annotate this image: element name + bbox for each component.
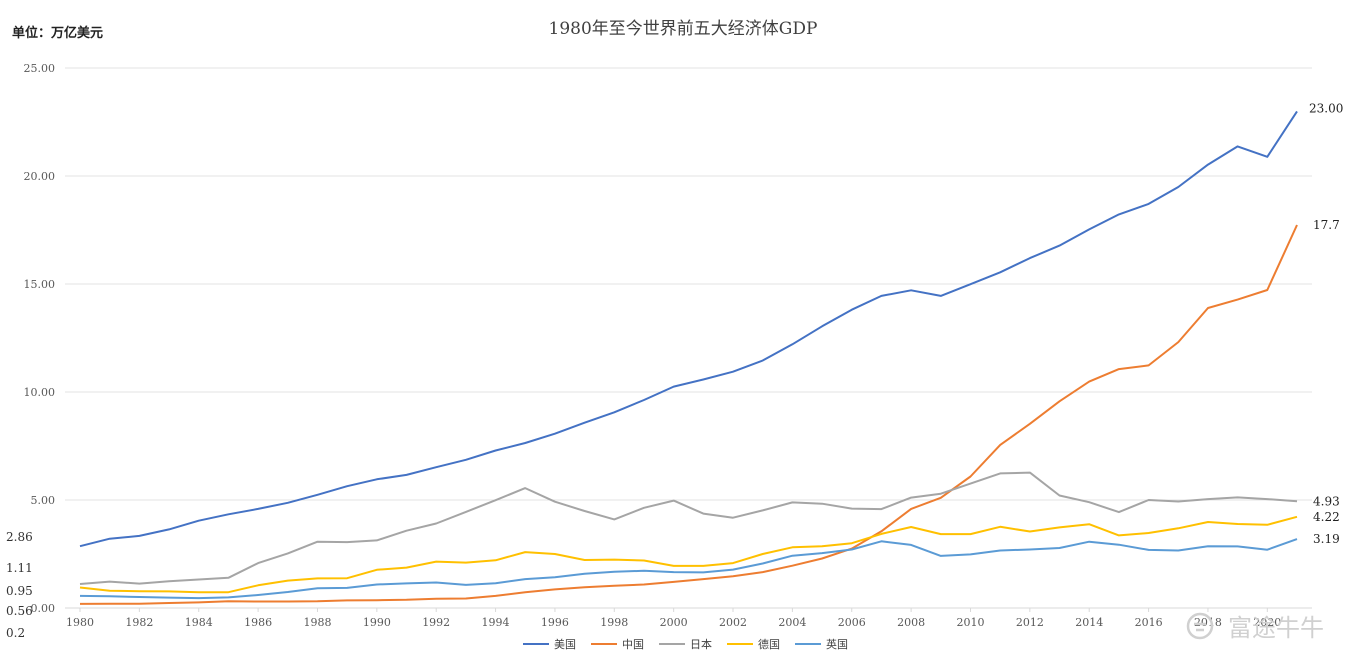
x-tick-label: 2012: [1016, 616, 1044, 629]
x-tick-label: 2016: [1135, 616, 1163, 629]
legend-item: 中国: [591, 638, 644, 651]
left-data-label: 0.95: [6, 584, 33, 598]
x-tick-label: 2020: [1253, 616, 1281, 629]
end-label: 4.22: [1313, 510, 1340, 524]
x-tick-label: 1990: [363, 616, 391, 629]
y-tick-label: 10.00: [24, 386, 56, 399]
x-tick-label: 2010: [956, 616, 984, 629]
series-line-2: [79, 224, 1298, 605]
chart-title: 1980年至今世界前五大经济体GDP: [549, 19, 818, 39]
series-line-3: [79, 471, 1298, 585]
x-tick-label: 2002: [719, 616, 747, 629]
unit-label: 单位：万亿美元: [12, 25, 103, 41]
left-data-label: 2.86: [6, 530, 33, 544]
watermark: 富途牛牛: [1186, 612, 1324, 642]
y-tick-label: 20.00: [24, 170, 56, 183]
x-tick-label: 2008: [897, 616, 925, 629]
legend-label: 德国: [758, 637, 780, 651]
y-tick-label: 0.00: [31, 602, 56, 615]
x-tick-label: 1988: [303, 616, 331, 629]
y-axis-ticks: 0.00 5.00 10.00 15.00 20.00 25.00: [24, 62, 56, 615]
left-data-label: 0.56: [6, 604, 33, 618]
x-tick-label: 2000: [660, 616, 688, 629]
series-line-1: [79, 110, 1298, 548]
legend: 美国 中国 日本 德国 英国: [523, 637, 848, 651]
legend-item: 英国: [795, 637, 848, 651]
watermark-text: 富途牛牛: [1228, 614, 1324, 642]
series-line-5: [79, 538, 1298, 600]
watermark-logo-icon: [1186, 612, 1214, 640]
legend-item: 美国: [523, 638, 576, 651]
x-tick-label: 1984: [185, 616, 213, 629]
legend-label: 英国: [826, 637, 848, 651]
end-label: 17.7: [1313, 218, 1340, 232]
x-tick-label: 2018: [1194, 616, 1222, 629]
x-tick-label: 2014: [1075, 616, 1103, 629]
y-tick-label: 25.00: [24, 62, 56, 75]
y-tick-label: 5.00: [31, 494, 56, 507]
x-tick-label: 1980: [66, 616, 94, 629]
end-labels: 23.00 17.7 4.93 4.22 3.19: [1309, 101, 1343, 546]
x-tick-label: 2006: [838, 616, 866, 629]
end-label: 23.00: [1309, 101, 1343, 115]
legend-label: 中国: [622, 638, 644, 651]
end-label: 3.19: [1313, 532, 1340, 546]
legend-item: 日本: [659, 637, 712, 651]
legend-label: 美国: [554, 638, 576, 651]
y-tick-label: 15.00: [24, 278, 56, 291]
x-tick-label: 1996: [541, 616, 569, 629]
grid: [65, 67, 1312, 501]
left-data-label: 0.2: [6, 626, 25, 640]
legend-label: 日本: [690, 637, 712, 651]
x-tick-label: 1986: [244, 616, 272, 629]
x-axis-ticks: 1980 1982 1984 1986 1988 1990 1992 1994 1996 1998…: [66, 608, 1281, 629]
left-labels: 2.86 1.11 0.95 0.56 0.2: [6, 530, 33, 640]
left-data-label: 1.11: [6, 561, 33, 575]
x-tick-label: 1994: [482, 616, 510, 629]
x-tick-label: 1998: [600, 616, 628, 629]
x-tick-label: 1992: [422, 616, 450, 629]
series-lines: [79, 110, 1298, 605]
x-tick-label: 2004: [778, 616, 806, 629]
legend-item: 德国: [727, 637, 780, 651]
end-label: 4.93: [1313, 494, 1340, 508]
x-tick-label: 1982: [125, 616, 153, 629]
series-line-4: [79, 515, 1298, 594]
